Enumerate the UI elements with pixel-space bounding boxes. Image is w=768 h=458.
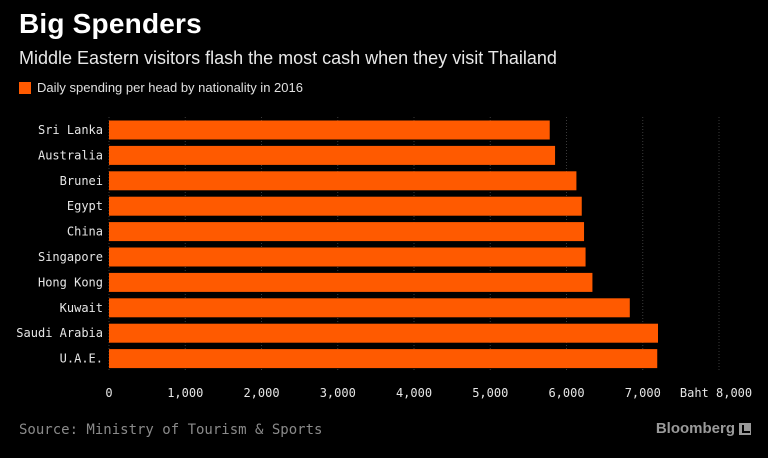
category-label: Brunei	[60, 174, 103, 188]
category-label: Singapore	[38, 250, 103, 264]
x-tick-label: 5,000	[472, 386, 508, 400]
bar-sri-lanka	[109, 120, 550, 140]
brand-name: Bloomberg	[655, 420, 735, 437]
bar-hong-kong	[109, 272, 593, 292]
category-label: Sri Lanka	[38, 123, 103, 137]
bar-australia	[109, 145, 556, 165]
x-tick-label: Baht 8,000	[680, 386, 752, 400]
category-label: U.A.E.	[60, 352, 103, 366]
chart-subtitle: Middle Eastern visitors flash the most c…	[19, 48, 557, 68]
x-tick-label: 4,000	[396, 386, 432, 400]
category-label: Saudi Arabia	[16, 326, 103, 340]
category-label: Kuwait	[60, 301, 103, 315]
x-tick-label: 3,000	[320, 386, 356, 400]
bar-u-a-e	[109, 349, 658, 369]
bar-brunei	[109, 171, 577, 191]
source-note: Source: Ministry of Tourism & Sports	[19, 422, 323, 438]
x-tick-label: 7,000	[625, 386, 661, 400]
bar-egypt	[109, 196, 582, 216]
chart-icon	[739, 422, 751, 435]
bar-kuwait	[109, 298, 630, 318]
legend: Daily spending per head by nationality i…	[19, 80, 303, 95]
bar-china	[109, 222, 585, 242]
category-label: Egypt	[67, 199, 103, 213]
bar-singapore	[109, 247, 586, 267]
x-tick-label: 6,000	[548, 386, 584, 400]
category-label: Hong Kong	[38, 275, 103, 289]
chart-title: Big Spenders	[19, 8, 202, 39]
x-tick-label: 0	[105, 386, 112, 400]
x-tick-label: 1,000	[167, 386, 203, 400]
category-label: Australia	[38, 148, 103, 162]
bars	[109, 120, 658, 369]
bar-saudi-arabia	[109, 323, 658, 343]
legend-swatch	[19, 81, 31, 94]
x-tick-label: 2,000	[243, 386, 279, 400]
bloomberg-logo: Bloomberg	[656, 420, 751, 437]
legend-label: Daily spending per head by nationality i…	[37, 80, 303, 95]
category-label: China	[67, 225, 103, 239]
x-axis-tick-labels: 0 1,000 2,000 3,000 4,000 5,000 6,000 7,000 Baht…	[105, 386, 752, 400]
category-labels: Sri Lanka Australia Brunei Egypt China Singap…	[16, 123, 103, 366]
